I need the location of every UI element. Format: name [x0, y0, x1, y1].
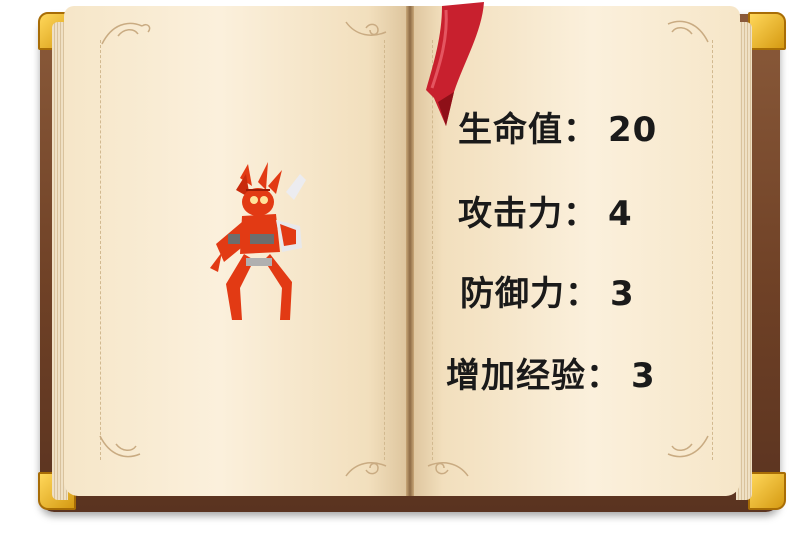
gold-corner-bottom-right-icon [748, 472, 786, 510]
page-stack-right [736, 22, 752, 500]
stat-exp-value: 3 [631, 356, 656, 396]
stat-exp: 增加经验： 3 [446, 348, 656, 397]
stat-attack-value: 4 [608, 194, 633, 234]
flourish-icon [427, 462, 469, 477]
stat-defense-colon: ： [565, 274, 600, 314]
page-border-line [384, 40, 385, 460]
flourish-icon [99, 435, 141, 458]
flourish-icon [345, 21, 387, 36]
stat-hp-label: 生命值 [458, 110, 563, 150]
stat-hp-colon: ： [563, 110, 598, 150]
stat-attack: 攻击力： 4 [458, 186, 633, 235]
monster-sprite-icon [210, 162, 306, 320]
page-border-line [712, 40, 713, 460]
stat-attack-colon: ： [563, 194, 598, 234]
right-page [410, 6, 740, 496]
stat-exp-label: 增加经验 [446, 356, 586, 396]
flourish-icon [101, 22, 151, 45]
flourish-icon [667, 435, 709, 458]
gold-corner-top-right-icon [748, 12, 786, 50]
stat-attack-label: 攻击力 [458, 194, 563, 234]
stat-defense: 防御力： 3 [460, 266, 635, 315]
book-spine [406, 6, 414, 496]
stat-defense-label: 防御力 [460, 274, 565, 314]
stat-defense-value: 3 [610, 274, 635, 314]
stat-hp: 生命值： 20 [458, 102, 657, 151]
bookmark-ribbon-icon [426, 2, 484, 126]
page-border-line [432, 40, 433, 460]
stat-hp-value: 20 [608, 110, 658, 150]
flourish-icon [345, 462, 387, 477]
page-border-line [100, 40, 101, 460]
flourish-icon [667, 20, 709, 43]
stat-exp-colon: ： [586, 356, 621, 396]
